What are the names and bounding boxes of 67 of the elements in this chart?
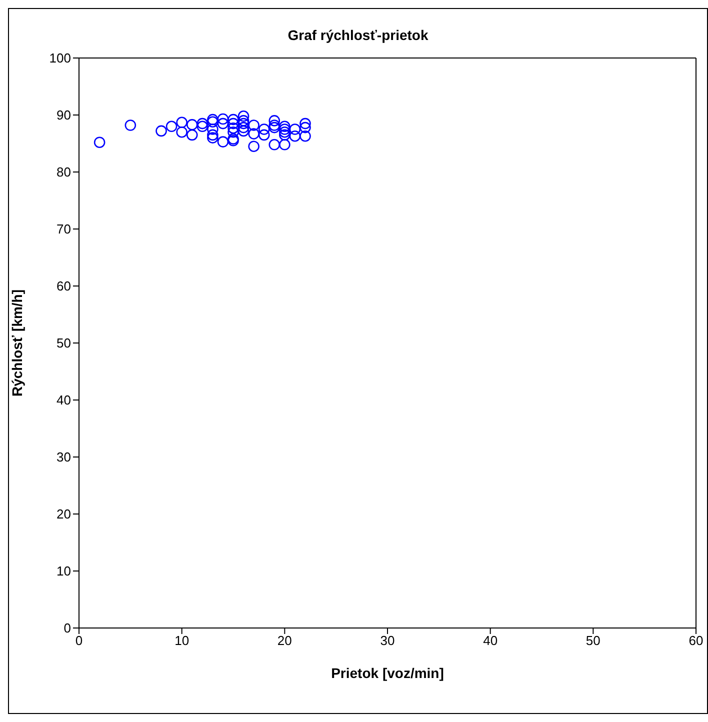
x-tick-label: 10	[174, 633, 190, 648]
point	[248, 140, 260, 152]
x-tick-label: 0	[75, 633, 83, 648]
point	[289, 130, 301, 142]
point	[217, 113, 229, 125]
point	[196, 120, 208, 132]
point	[268, 120, 280, 131]
point	[186, 129, 198, 141]
point	[279, 138, 290, 150]
y-axis-title: Rýchlosť [km/h]	[8, 289, 25, 397]
point	[268, 122, 280, 134]
point	[196, 118, 208, 130]
y-tick-label: 100	[49, 50, 71, 66]
point	[207, 114, 218, 126]
x-tick-label: 50	[586, 633, 600, 648]
point	[279, 120, 290, 132]
point	[207, 124, 218, 135]
y-tick-label: 0	[64, 620, 71, 636]
x-tick-label: 60	[688, 633, 704, 648]
y-tick-label: 30	[56, 450, 71, 465]
y-tick-label: 60	[56, 278, 71, 294]
point	[217, 136, 229, 148]
point	[279, 129, 290, 141]
point	[207, 129, 218, 141]
point	[176, 126, 188, 138]
point	[300, 130, 311, 142]
y-tick-label: 70	[56, 222, 71, 237]
point	[238, 118, 250, 130]
point	[207, 132, 218, 144]
point	[268, 115, 280, 126]
point	[268, 138, 280, 150]
y-tick-label: 80	[56, 164, 71, 180]
x-axis-title: Prietok [voz/min]	[331, 665, 444, 681]
point	[238, 110, 250, 122]
chart-title: Graf rýchlosť-prietok	[286, 27, 430, 43]
point	[156, 125, 167, 137]
point	[279, 126, 290, 138]
point	[207, 116, 218, 128]
y-tick-label: 10	[56, 564, 71, 579]
point	[279, 124, 290, 135]
x-tick-label: 40	[483, 633, 498, 648]
point	[228, 122, 239, 134]
y-tick-label: 20	[56, 506, 71, 522]
point	[94, 136, 106, 148]
y-tick-label: 50	[56, 336, 71, 351]
point	[238, 122, 250, 134]
point	[300, 118, 311, 130]
point	[248, 120, 260, 131]
x-tick-label: 30	[380, 633, 395, 648]
point	[258, 129, 270, 141]
point	[248, 128, 260, 140]
point	[238, 115, 250, 126]
point	[166, 120, 178, 132]
point	[186, 119, 198, 130]
point	[217, 118, 229, 130]
point	[258, 124, 270, 135]
point	[228, 126, 239, 138]
y-tick-label: 40	[56, 392, 71, 408]
point	[228, 118, 239, 130]
point	[300, 122, 311, 134]
point	[238, 125, 250, 137]
x-tick-label: 20	[277, 633, 292, 648]
point	[228, 114, 239, 126]
y-tick-label: 90	[56, 108, 71, 123]
point	[289, 124, 301, 135]
point	[124, 120, 136, 131]
point	[176, 116, 188, 128]
